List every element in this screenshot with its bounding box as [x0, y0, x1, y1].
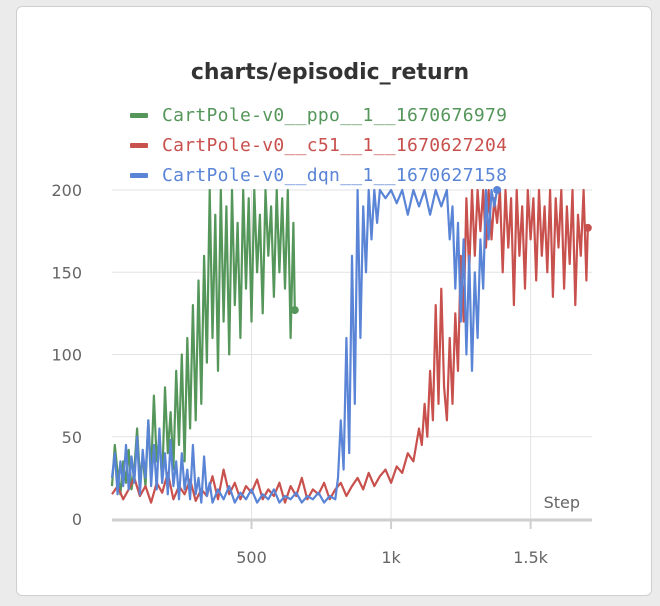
series-end-point-1	[583, 223, 592, 232]
legend-item-ppo[interactable]: CartPole-v0__ppo__1__1670676979	[130, 100, 507, 130]
x-axis: Step	[112, 493, 592, 529]
series-lines	[110, 186, 592, 504]
x-tick-label: 1k	[381, 548, 401, 567]
legend-label-dqn: CartPole-v0__dqn__1__1670627158	[162, 164, 508, 186]
legend-swatch-ppo	[130, 112, 148, 118]
series-end-point-0	[290, 306, 299, 315]
series-end-point-2	[493, 186, 502, 194]
legend-label-ppo: CartPole-v0__ppo__1__1670676979	[162, 104, 508, 126]
x-tick-label: 500	[236, 548, 267, 567]
y-tick-label: 0	[72, 510, 82, 529]
legend-item-dqn[interactable]: CartPole-v0__dqn__1__1670627158	[130, 160, 507, 190]
legend-label-c51: CartPole-v0__c51__1__1670627204	[162, 134, 508, 156]
series-line-0	[110, 188, 296, 496]
chart-title: charts/episodic_return	[190, 60, 470, 85]
y-tick-label: 150	[51, 263, 82, 282]
y-tick-label: 100	[51, 346, 82, 365]
tick-labels: 0 50 100 150 200 500 1k 1.5k	[51, 181, 548, 567]
x-tick-label: 1.5k	[513, 548, 548, 567]
legend: CartPole-v0__ppo__1__1670676979 CartPole…	[130, 100, 507, 190]
series-line-2	[110, 188, 499, 504]
legend-swatch-dqn	[130, 172, 148, 178]
legend-item-c51[interactable]: CartPole-v0__c51__1__1670627204	[130, 130, 507, 160]
y-tick-label: 50	[62, 428, 82, 447]
y-tick-label: 200	[51, 181, 82, 200]
legend-swatch-c51	[130, 142, 148, 148]
x-axis-label: Step	[544, 493, 580, 512]
series-line-1	[111, 188, 589, 504]
